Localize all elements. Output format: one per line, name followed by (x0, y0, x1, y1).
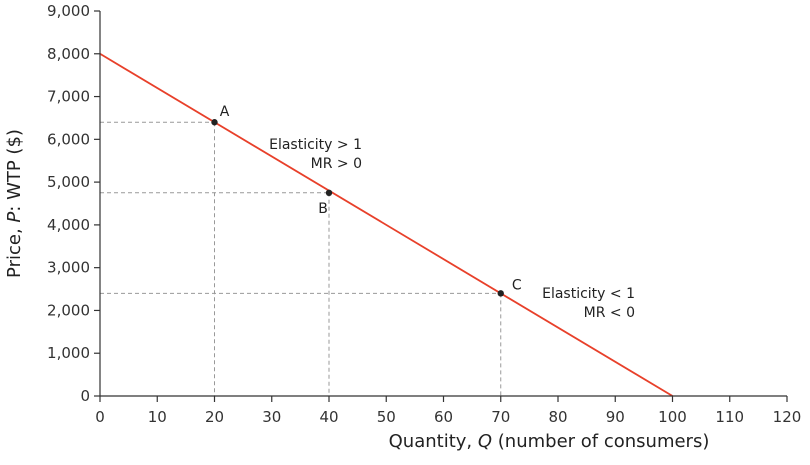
demand-curve (99, 53, 673, 397)
y-axis-ticks: 0 1,000 2,000 3,000 4,000 5,000 6,000 7,000 8,00… (47, 2, 100, 405)
x-tick-label: 10 (148, 408, 167, 426)
inelastic-annotation: Elasticity < 1 MR < 0 (542, 286, 635, 321)
axes (99, 11, 787, 397)
x-tick-label: 60 (434, 408, 453, 426)
y-tick-label: 6,000 (47, 130, 90, 148)
y-tick-label: 2,000 (47, 301, 90, 319)
point-label-b: B (318, 201, 328, 217)
x-tick-label: 0 (95, 408, 105, 426)
y-tick-label: 3,000 (47, 259, 90, 277)
elastic-annotation: Elasticity > 1 MR > 0 (269, 137, 362, 172)
point-c (497, 290, 504, 297)
x-tick-label: 50 (377, 408, 396, 426)
point-b (325, 189, 333, 197)
x-tick-label: 30 (262, 408, 281, 426)
inelastic-annotation-line2: MR < 0 (584, 305, 635, 321)
y-tick-label: 4,000 (47, 216, 90, 234)
point-a (211, 119, 218, 126)
x-axis-title-suffix: (number of consumers) (492, 431, 709, 452)
x-tick-label: 100 (658, 408, 687, 426)
x-axis-title-var: Q (478, 431, 492, 452)
y-tick-label: 0 (80, 387, 90, 405)
x-tick-label: 90 (606, 408, 625, 426)
y-tick-label: 9,000 (47, 2, 90, 20)
x-axis-ticks: 0 10 20 30 40 50 60 70 80 90 100 110 120 (95, 396, 801, 426)
elastic-annotation-line1: Elasticity > 1 (269, 137, 362, 153)
y-axis-title: Price, P: WTP ($) (4, 129, 25, 278)
x-axis-title: Quantity, Q (number of consumers) (389, 431, 710, 452)
inelastic-annotation-line1: Elasticity < 1 (542, 286, 635, 302)
y-tick-label: 7,000 (47, 88, 90, 106)
y-axis-title-var: P (4, 212, 25, 223)
guide-lines (100, 121, 502, 396)
points-group: A B C (211, 104, 522, 297)
point-label-c: C (512, 277, 522, 293)
y-axis-title-suffix: : WTP ($) (4, 129, 25, 212)
y-tick-label: 1,000 (47, 344, 90, 362)
x-tick-label: 80 (548, 408, 567, 426)
x-tick-label: 40 (319, 408, 338, 426)
y-tick-label: 8,000 (47, 45, 90, 63)
y-tick-label: 5,000 (47, 173, 90, 191)
x-tick-label: 120 (773, 408, 802, 426)
point-label-a: A (220, 104, 230, 120)
x-tick-label: 20 (205, 408, 224, 426)
x-tick-label: 70 (491, 408, 510, 426)
x-tick-label: 110 (715, 408, 744, 426)
elastic-annotation-line2: MR > 0 (311, 156, 362, 172)
y-axis-title-prefix: Price, (4, 223, 25, 278)
x-axis-title-prefix: Quantity, (389, 431, 478, 452)
